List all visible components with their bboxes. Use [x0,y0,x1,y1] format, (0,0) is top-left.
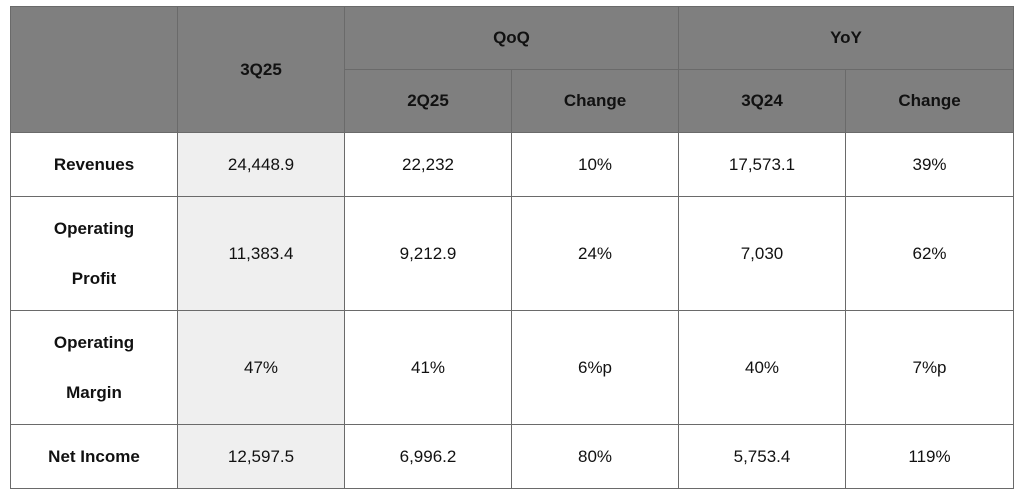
data-row: Operating Margin 47% 41% 6%p 40% 7%p [10,310,1014,425]
header-cell: YoY [678,6,1014,70]
data-row: Net Income 12,597.5 6,996.2 80% 5,753.4 119% [10,424,1014,489]
header-row: 2Q25 Change 3Q24 Change [11,69,1014,133]
value-cell: 22,232 [344,132,512,197]
value-cell: 62% [845,196,1014,311]
header-cell: 3Q25 [177,6,345,133]
value-cell: 10% [511,132,679,197]
corner-cell [10,6,178,133]
data-row: Operating Profit 11,383.4 9,212.9 24% 7,030 6… [10,196,1014,311]
value-cell: 41% [344,310,512,425]
value-cell: 24,448.9 [177,132,345,197]
value-cell: 11,383.4 [177,196,345,311]
row-label: Operating Margin [53,332,135,402]
header-cell: Change [845,69,1014,133]
value-cell: 17,573.1 [678,132,846,197]
results-table: 3Q25 QoQ YoY 2Q25 Change 3Q24 Change Rev… [10,6,1014,489]
value-cell: 24% [511,196,679,311]
value-cell: 47% [177,310,345,425]
header-cell: QoQ [344,6,679,70]
value-cell: 119% [845,424,1014,489]
value-cell: 12,597.5 [177,424,345,489]
row-label-cell: Net Income [10,424,178,489]
row-label-cell: Operating Margin [10,310,178,425]
value-cell: 5,753.4 [678,424,846,489]
value-cell: 7%p [845,310,1014,425]
value-cell: 9,212.9 [344,196,512,311]
data-row: Revenues 24,448.9 22,232 10% 17,573.1 39% [10,132,1014,197]
row-label: Operating Profit [53,218,135,288]
value-cell: 6,996.2 [344,424,512,489]
table-body: Revenues 24,448.9 22,232 10% 17,573.1 39% Oper… [10,132,1014,489]
value-cell: 40% [678,310,846,425]
header-row: 3Q25 QoQ YoY [10,6,1014,133]
row-label-cell: Revenues [10,132,178,197]
value-cell: 6%p [511,310,679,425]
row-label: Revenues [53,154,135,174]
value-cell: 39% [845,132,1014,197]
value-cell: 80% [511,424,679,489]
value-cell: 7,030 [678,196,846,311]
row-label-cell: Operating Profit [10,196,178,311]
header-cell: 2Q25 [344,69,512,133]
header-cell: Change [511,69,679,133]
row-label: Net Income [48,446,140,466]
header-cell: 3Q24 [678,69,846,133]
